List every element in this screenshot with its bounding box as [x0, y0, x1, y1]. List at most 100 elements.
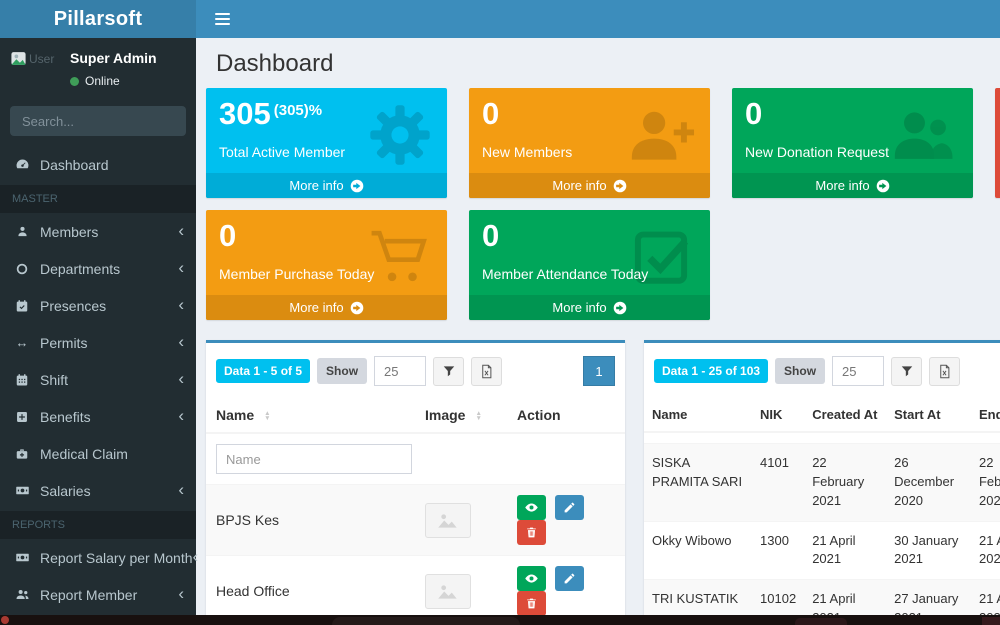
departments-panel: Data 1 - 5 of 5 Show 1 Name▲▼ Image▲▼ Ac…: [206, 340, 625, 625]
sidebar-item-report-salary[interactable]: Report Salary per Month ‹: [0, 539, 198, 576]
money-icon: [12, 483, 32, 498]
info-box-label: Member Attendance Today: [482, 265, 649, 282]
user-name: Super Admin: [70, 50, 157, 66]
column-header-created-at[interactable]: Created At: [804, 398, 887, 433]
show-button[interactable]: Show: [317, 358, 368, 384]
circle-icon: [12, 262, 32, 276]
info-box-value: 0: [219, 218, 237, 253]
sidebar-item-label: Members: [40, 223, 99, 240]
column-header-name[interactable]: Name: [644, 398, 753, 433]
more-info-link[interactable]: More info: [206, 173, 447, 198]
user-plus-icon: [624, 102, 696, 175]
pencil-icon: [564, 502, 575, 513]
brand-logo[interactable]: Pillarsoft: [0, 0, 196, 38]
sidebar-item-presences[interactable]: Presences ‹: [0, 287, 196, 324]
sidebar-item-departments[interactable]: Departments ‹: [0, 250, 196, 287]
excel-file-icon: [482, 364, 492, 378]
users-icon: [887, 102, 959, 175]
info-box-label: Total Active Member: [219, 143, 346, 160]
trash-icon: [527, 527, 536, 538]
members-panel: Data 1 - 25 of 103 Show Name NIK Created…: [644, 340, 1000, 625]
data-count-badge: Data 1 - 5 of 5: [216, 359, 311, 383]
sidebar-item-dashboard[interactable]: Dashboard: [0, 146, 196, 183]
top-navbar: Pillarsoft: [0, 0, 1000, 38]
table-row: Okky Wibowo 1300 21 April 2021 30 Januar…: [644, 520, 1000, 580]
taskbar-dot-icon: [1, 616, 9, 624]
avatar-alt-text: User: [29, 51, 55, 66]
filter-button[interactable]: [433, 356, 465, 386]
chevron-left-icon: ‹: [178, 369, 184, 388]
edit-button[interactable]: [554, 566, 584, 591]
sidebar-item-members[interactable]: Members ‹: [0, 213, 196, 250]
sidebar-item-benefits[interactable]: Benefits ‹: [0, 398, 196, 435]
menu-section-master: MASTER: [0, 185, 196, 213]
sidebar-toggle-button[interactable]: [205, 5, 240, 34]
image-placeholder-icon: [425, 502, 471, 538]
filter-icon: [901, 366, 912, 377]
users-icon: [12, 587, 32, 602]
view-button[interactable]: [517, 566, 546, 591]
per-page-input[interactable]: [374, 356, 427, 386]
chevron-left-icon: ‹: [178, 406, 184, 425]
column-header-start-at[interactable]: Start At: [886, 398, 971, 433]
info-box-label: New Donation Request: [745, 143, 889, 160]
more-info-link[interactable]: More info: [732, 173, 973, 198]
column-header-nik[interactable]: NIK: [752, 398, 805, 433]
cart-icon: [363, 224, 433, 295]
delete-button[interactable]: [517, 520, 546, 545]
edit-button[interactable]: [554, 495, 584, 520]
pagination-page-1[interactable]: 1: [583, 356, 615, 386]
column-header-image[interactable]: Image ▲ ▼: [415, 398, 507, 434]
sidebar-item-label: Permits: [40, 334, 88, 351]
info-box-total-active-member: 305 (305)% Total Active Member More info: [206, 88, 447, 198]
filter-button[interactable]: [891, 356, 923, 386]
view-button[interactable]: [517, 495, 546, 520]
name-filter-input[interactable]: [216, 444, 412, 474]
member-end-at: 21 April 2021: [970, 520, 1000, 580]
info-box-value: 0: [482, 218, 500, 253]
info-box-member-attendance-today: 0 Member Attendance Today More info: [469, 210, 710, 320]
column-header-action: Action: [507, 398, 625, 434]
column-header-name[interactable]: Name ▲ ▼: [206, 398, 415, 434]
image-placeholder-icon: [425, 573, 471, 609]
info-box-row-1: 305 (305)% Total Active Member More info …: [206, 88, 1000, 198]
page-title: Dashboard: [216, 50, 334, 77]
more-info-link[interactable]: More info: [469, 295, 710, 320]
export-excel-button[interactable]: [929, 356, 961, 386]
info-box-member-purchase-today: 0 Member Purchase Today More info: [206, 210, 447, 320]
user-panel: User Super Admin Online: [0, 38, 196, 96]
column-header-end-at[interactable]: End At: [970, 398, 1000, 433]
menu-icon: [215, 12, 230, 16]
export-excel-button[interactable]: [471, 356, 503, 386]
info-box-value: 0: [745, 96, 763, 131]
sidebar-menu: Dashboard MASTER Members ‹ Departments ‹…: [0, 146, 198, 613]
medkit-icon: [12, 447, 32, 461]
sort-icon: ▲ ▼: [475, 409, 482, 423]
chevron-left-icon: ‹: [178, 332, 184, 351]
sidebar-item-label: Benefits: [40, 408, 91, 425]
table-row: SISKA PRAMITA SARI 4101 22 February 2021…: [644, 443, 1000, 522]
member-created-at: 22 February 2021: [804, 443, 887, 522]
sort-icon: ▲ ▼: [264, 409, 271, 423]
sidebar-item-report-member[interactable]: Report Member ‹: [0, 576, 196, 613]
sidebar-item-medical-claim[interactable]: Medical Claim: [0, 435, 196, 472]
more-info-link[interactable]: More info: [469, 173, 710, 198]
delete-button[interactable]: [517, 591, 546, 616]
arrow-circle-right-icon: [350, 179, 363, 192]
sidebar-item-permits[interactable]: ↔ Permits ‹: [0, 324, 196, 361]
show-button[interactable]: Show: [775, 358, 826, 384]
member-end-at: 22 February 2021: [970, 443, 1000, 522]
table-toolbar: Data 1 - 5 of 5 Show 1: [206, 343, 625, 398]
table-toolbar: Data 1 - 25 of 103 Show: [644, 343, 1000, 398]
sidebar-item-shift[interactable]: Shift ‹: [0, 361, 196, 398]
info-box-label: New Members: [482, 143, 573, 160]
search-input[interactable]: [10, 106, 186, 136]
main-content: Dashboard 305 (305)% Total Active Member …: [196, 38, 1000, 625]
more-info-link[interactable]: More info: [206, 295, 447, 320]
member-start-at: 26 December 2020: [886, 443, 971, 522]
broken-image-icon: [11, 52, 26, 65]
arrow-circle-right-icon: [613, 301, 626, 314]
taskbar: [0, 615, 1000, 625]
sidebar-item-salaries[interactable]: Salaries ‹: [0, 472, 196, 509]
per-page-input[interactable]: [832, 356, 885, 386]
